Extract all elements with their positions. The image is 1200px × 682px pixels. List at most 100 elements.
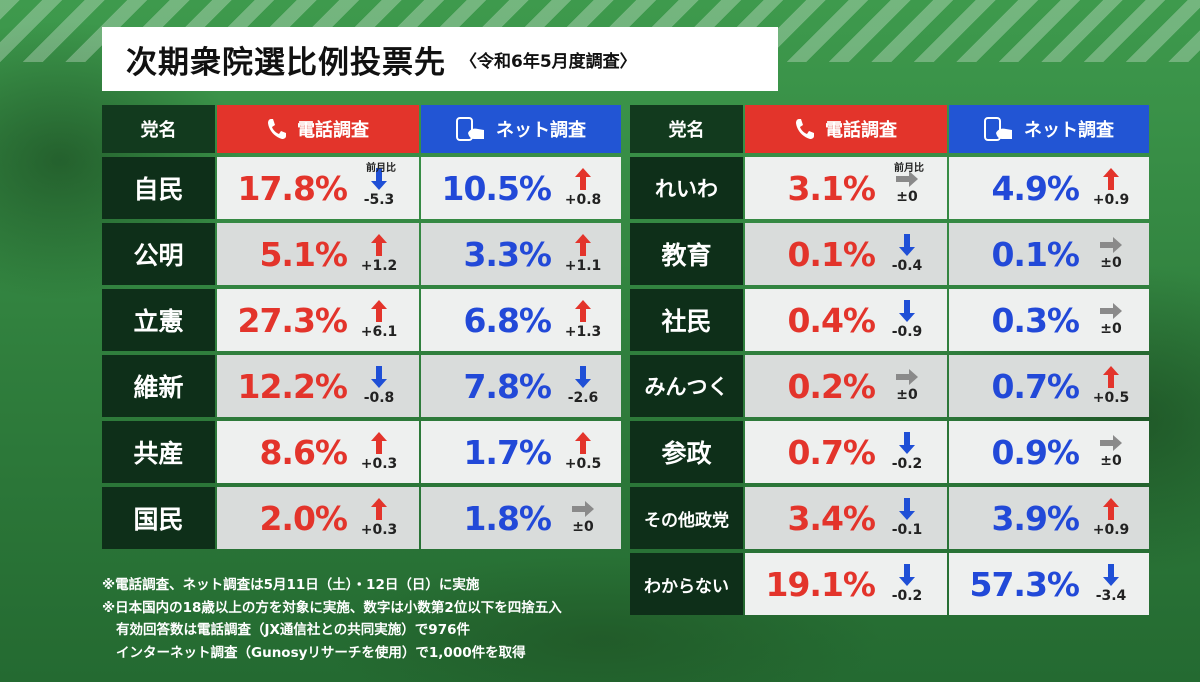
arrow-right-icon [1100, 237, 1122, 255]
arrow-up-icon [575, 168, 591, 192]
change-indicator: +0.9 [1089, 168, 1133, 208]
footnotes: ※電話調査、ネット調査は5月11日（土）・12日（日）に実施 ※日本国内の18歳… [102, 574, 562, 664]
smartphone-icon [456, 117, 486, 141]
arrow-down-icon [371, 366, 387, 390]
phone-percent: 2.0% [259, 498, 348, 538]
phone-percent: 27.3% [237, 300, 349, 340]
change-indicator: +0.3 [357, 432, 401, 472]
smartphone-icon [984, 117, 1014, 141]
phone-percent: 12.2% [237, 366, 349, 406]
change-indicator: ±0 [885, 171, 929, 205]
change-value: +1.1 [564, 258, 602, 274]
change-value: +0.3 [360, 522, 398, 538]
net-survey-cell: 6.8% +1.3 [421, 289, 621, 351]
change-indicator: -3.4 [1089, 564, 1133, 604]
footnote-phone-count: 有効回答数は電話調査（JX通信社との共同実施）で976件 [116, 622, 470, 638]
change-indicator: ±0 [1089, 303, 1133, 337]
net-survey-cell: 7.8% -2.6 [421, 355, 621, 417]
header-party-label: 党名 [668, 120, 705, 141]
phone-survey-cell: 2.0% +0.3 [217, 487, 419, 549]
change-indicator: -0.9 [885, 300, 929, 340]
change-indicator: -0.8 [357, 366, 401, 406]
party-name: 立憲 [102, 289, 215, 351]
net-percent: 1.8% [463, 498, 552, 538]
phone-survey-cell: 3.1% ±0 前月比 [745, 157, 947, 219]
net-percent: 1.7% [463, 432, 552, 472]
header-net-survey: ネット調査 [949, 105, 1149, 153]
change-value: +0.9 [1092, 522, 1130, 538]
net-survey-cell: 0.7% +0.5 [949, 355, 1149, 417]
net-survey-cell: 3.9% +0.9 [949, 487, 1149, 549]
change-value: +1.2 [360, 258, 398, 274]
change-value: -2.6 [567, 390, 599, 406]
phone-percent: 5.1% [259, 234, 348, 274]
change-value: ±0 [896, 387, 918, 403]
net-percent: 3.9% [991, 498, 1080, 538]
change-value: -0.8 [363, 390, 395, 406]
party-name: 教育 [630, 223, 743, 285]
change-value: +0.3 [360, 456, 398, 472]
arrow-right-icon [896, 369, 918, 387]
net-percent: 0.9% [991, 432, 1080, 472]
change-indicator: +0.8 [561, 168, 605, 208]
phone-survey-cell: 8.6% +0.3 [217, 421, 419, 483]
phone-survey-cell: 0.2% ±0 [745, 355, 947, 417]
phone-survey-cell: 3.4% -0.1 [745, 487, 947, 549]
net-survey-cell: 3.3% +1.1 [421, 223, 621, 285]
change-value: -0.2 [891, 456, 923, 472]
change-value: -0.4 [891, 258, 923, 274]
change-value: +0.9 [1092, 192, 1130, 208]
change-indicator: -0.2 [885, 564, 929, 604]
phone-survey-cell: 12.2% -0.8 [217, 355, 419, 417]
party-name: 自民 [102, 157, 215, 219]
party-name: その他政党 [630, 487, 743, 549]
header-phone-survey: 電話調査 [217, 105, 419, 153]
change-value: +6.1 [360, 324, 398, 340]
header-party: 党名 [102, 105, 215, 153]
net-survey-cell: 4.9% +0.9 [949, 157, 1149, 219]
phone-percent: 19.1% [765, 564, 877, 604]
arrow-down-icon [899, 234, 915, 258]
footnote-net-count: インターネット調査（Gunosyリサーチを使用）で1,000件を取得 [116, 644, 526, 661]
change-indicator: +1.3 [561, 300, 605, 340]
arrow-down-icon [371, 168, 387, 192]
phone-icon [267, 118, 287, 140]
change-indicator: -5.3 [357, 168, 401, 208]
poll-table-left: 党名 電話調査 ネット調査 自民 17.8% -5.3 前月比 10.5% +0.8 公明 5.1%… [102, 105, 621, 549]
change-value: -0.2 [891, 588, 923, 604]
header-net-survey: ネット調査 [421, 105, 621, 153]
phone-percent: 17.8% [237, 168, 349, 208]
footnote-survey-date: ※電話調査、ネット調査は5月11日（土）・12日（日）に実施 [102, 577, 480, 593]
phone-survey-cell: 0.7% -0.2 [745, 421, 947, 483]
arrow-up-icon [1103, 498, 1119, 522]
arrow-up-icon [371, 432, 387, 456]
change-indicator: -0.4 [885, 234, 929, 274]
arrow-up-icon [371, 300, 387, 324]
arrow-down-icon [1103, 564, 1119, 588]
change-indicator: ±0 [1089, 237, 1133, 271]
change-indicator: +0.5 [561, 432, 605, 472]
arrow-right-icon [1100, 435, 1122, 453]
arrow-down-icon [899, 564, 915, 588]
header-phone-label: 電話調査 [825, 120, 897, 141]
arrow-up-icon [371, 498, 387, 522]
party-name: みんつく [630, 355, 743, 417]
phone-percent: 3.1% [787, 168, 876, 208]
net-survey-cell: 1.7% +0.5 [421, 421, 621, 483]
phone-percent: 0.4% [787, 300, 876, 340]
change-value: ±0 [572, 519, 594, 535]
arrow-up-icon [575, 300, 591, 324]
net-percent: 7.8% [463, 366, 552, 406]
page-title: 次期衆院選比例投票先 [126, 44, 446, 81]
change-indicator: ±0 [561, 501, 605, 535]
change-value: +1.3 [564, 324, 602, 340]
page-subtitle: 〈令和6年5月度調査〉 [460, 51, 637, 72]
phone-percent: 8.6% [259, 432, 348, 472]
prev-month-label: 前月比 [366, 163, 396, 174]
change-indicator: ±0 [1089, 435, 1133, 469]
phone-survey-cell: 5.1% +1.2 [217, 223, 419, 285]
arrow-down-icon [899, 300, 915, 324]
party-name: 社民 [630, 289, 743, 351]
net-percent: 0.1% [991, 234, 1080, 274]
party-name: 公明 [102, 223, 215, 285]
